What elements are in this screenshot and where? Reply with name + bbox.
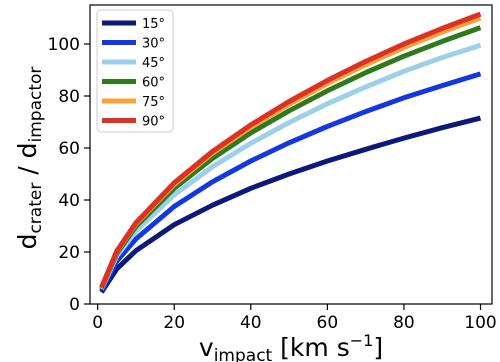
x-tick-label-1: 20 bbox=[163, 313, 185, 333]
x-tick-label-5: 100 bbox=[464, 313, 496, 333]
legend-label-1: 15° bbox=[142, 17, 165, 32]
y-tick-label-2: 40 bbox=[58, 191, 80, 211]
series-line-6 bbox=[99, 11, 482, 289]
legend-label-6: 90° bbox=[142, 115, 165, 130]
x-tick-label-4: 80 bbox=[393, 313, 415, 333]
y-tick-label-0: 0 bbox=[69, 295, 80, 315]
y-tick-label-5: 100 bbox=[48, 35, 80, 55]
x-tick-label-0: 0 bbox=[92, 313, 103, 333]
legend-label-5: 75° bbox=[142, 95, 165, 110]
legend: 15° 30° 45° 60° 75° 90° bbox=[96, 9, 174, 133]
legend-label-3: 45° bbox=[142, 56, 165, 71]
legend-label-4: 60° bbox=[142, 76, 165, 91]
legend-label-2: 30° bbox=[142, 37, 165, 52]
x-tick-label-3: 60 bbox=[317, 313, 339, 333]
series-line-3 bbox=[99, 42, 482, 290]
series-line-1 bbox=[99, 115, 482, 294]
y-tick-label-4: 80 bbox=[58, 87, 80, 107]
series-line-2 bbox=[99, 71, 482, 292]
y-axis-label: dcrater / dimpactor bbox=[13, 67, 46, 250]
axis-ticks: 0 20 40 60 80 100 0 20 40 60 80 100 bbox=[48, 35, 497, 333]
x-axis-label: vimpact [km s−1] bbox=[199, 331, 383, 362]
y-tick-label-3: 60 bbox=[58, 139, 80, 159]
plot-frame bbox=[89, 4, 493, 305]
series-lines bbox=[99, 11, 482, 294]
x-tick-label-2: 40 bbox=[240, 313, 262, 333]
y-tick-label-1: 20 bbox=[58, 243, 80, 263]
